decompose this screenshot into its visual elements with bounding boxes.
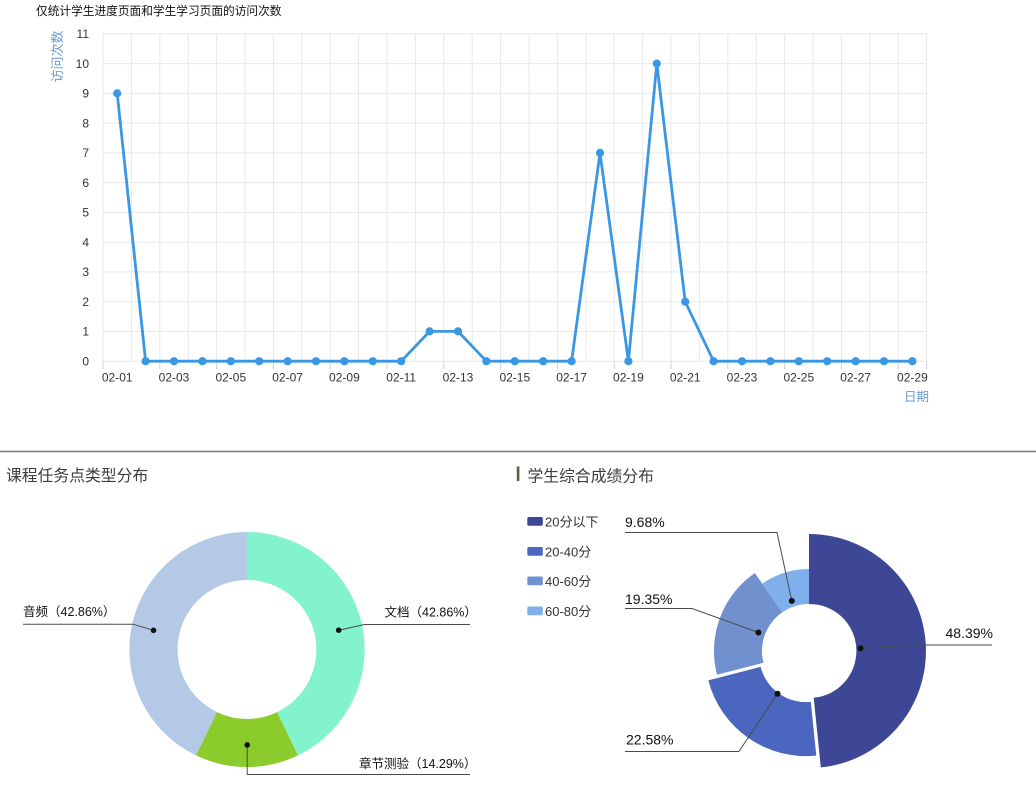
svg-text:60-80分: 60-80分 <box>545 604 591 619</box>
svg-text:2: 2 <box>82 295 89 309</box>
svg-text:0: 0 <box>82 354 89 368</box>
svg-text:课程任务点类型分布: 课程任务点类型分布 <box>6 467 148 485</box>
svg-text:02-11: 02-11 <box>386 371 416 385</box>
svg-text:20分以下: 20分以下 <box>545 515 598 530</box>
svg-text:22.58%: 22.58% <box>626 732 673 748</box>
svg-text:40-60分: 40-60分 <box>545 574 591 589</box>
svg-text:02-05: 02-05 <box>215 371 246 385</box>
svg-text:02-23: 02-23 <box>727 371 758 385</box>
svg-text:02-03: 02-03 <box>159 371 190 385</box>
svg-text:02-27: 02-27 <box>840 371 871 385</box>
svg-text:19.35%: 19.35% <box>625 591 672 607</box>
svg-text:02-19: 02-19 <box>613 371 644 385</box>
svg-text:11: 11 <box>77 27 90 41</box>
svg-text:9: 9 <box>82 87 89 101</box>
svg-text:日期: 日期 <box>904 390 929 404</box>
svg-text:仅统计学生进度页面和学生学习页面的访问次数: 仅统计学生进度页面和学生学习页面的访问次数 <box>36 4 282 18</box>
svg-text:章节测验（14.29%）: 章节测验（14.29%） <box>359 756 476 771</box>
svg-text:02-13: 02-13 <box>443 371 474 385</box>
svg-text:02-07: 02-07 <box>272 371 303 385</box>
svg-text:02-17: 02-17 <box>556 371 587 385</box>
svg-text:02-15: 02-15 <box>499 371 530 385</box>
svg-text:4: 4 <box>82 235 89 249</box>
svg-text:5: 5 <box>82 206 89 220</box>
svg-text:6: 6 <box>82 176 89 190</box>
svg-text:02-01: 02-01 <box>102 371 133 385</box>
svg-text:学生综合成绩分布: 学生综合成绩分布 <box>528 468 654 486</box>
svg-text:1: 1 <box>82 325 89 339</box>
svg-text:48.39%: 48.39% <box>946 625 993 641</box>
svg-text:02-25: 02-25 <box>783 371 814 385</box>
svg-text:文档（42.86%）: 文档（42.86%） <box>385 605 477 620</box>
svg-text:20-40分: 20-40分 <box>545 545 591 560</box>
svg-text:02-29: 02-29 <box>897 371 928 385</box>
svg-text:9.68%: 9.68% <box>625 514 665 530</box>
svg-text:3: 3 <box>82 265 89 279</box>
svg-text:访问次数: 访问次数 <box>50 30 65 82</box>
svg-text:7: 7 <box>82 146 89 160</box>
svg-text:10: 10 <box>76 57 90 71</box>
svg-text:02-09: 02-09 <box>329 371 360 385</box>
svg-text:8: 8 <box>82 116 89 130</box>
svg-text:音频（42.86%）: 音频（42.86%） <box>23 604 115 619</box>
svg-text:02-21: 02-21 <box>670 371 701 385</box>
